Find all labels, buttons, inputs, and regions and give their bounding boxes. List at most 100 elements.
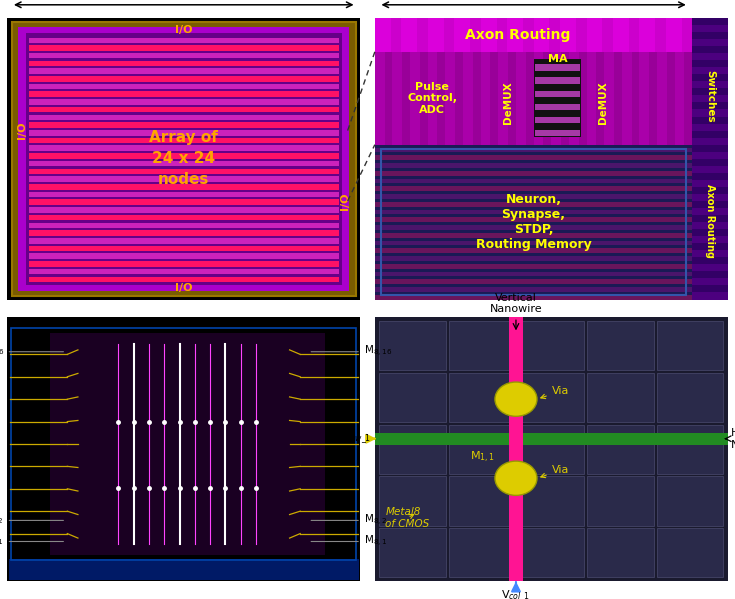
Bar <box>666 18 682 52</box>
Bar <box>11 328 356 560</box>
Text: M$_{1,1}$: M$_{1,1}$ <box>0 534 63 549</box>
Text: M$_{8,2}$: M$_{8,2}$ <box>311 513 387 528</box>
Bar <box>375 52 692 144</box>
Bar <box>587 321 654 370</box>
Bar <box>375 295 692 300</box>
Bar <box>18 27 26 291</box>
Text: M$_{1,1}$: M$_{1,1}$ <box>470 450 495 465</box>
Text: Pulse
Control,
ADC: Pulse Control, ADC <box>407 81 457 115</box>
Bar <box>535 90 580 97</box>
Bar <box>375 179 692 183</box>
Bar <box>692 152 728 159</box>
Bar <box>29 184 339 189</box>
Bar <box>518 373 584 422</box>
Text: M$_{1,2}$: M$_{1,2}$ <box>0 513 63 528</box>
Text: Neuron,
Synapse,
STDP,
Routing Memory: Neuron, Synapse, STDP, Routing Memory <box>476 193 592 251</box>
Bar <box>29 45 339 51</box>
Bar <box>535 104 580 110</box>
Bar <box>12 22 356 296</box>
Bar <box>29 261 339 267</box>
Bar <box>587 18 603 52</box>
Bar <box>375 18 692 52</box>
Bar <box>463 52 473 144</box>
Bar <box>29 76 339 81</box>
Text: Vertical
Nanowire: Vertical Nanowire <box>490 293 542 329</box>
Bar <box>448 476 515 526</box>
Bar <box>509 317 523 581</box>
Bar <box>692 18 728 300</box>
Bar <box>518 321 584 370</box>
Text: MA: MA <box>548 54 567 64</box>
Bar <box>29 138 339 143</box>
Bar <box>18 27 349 291</box>
Bar <box>692 208 728 215</box>
Bar <box>518 425 584 474</box>
Bar <box>692 222 728 229</box>
Bar <box>375 144 692 300</box>
Bar <box>454 18 470 52</box>
Bar <box>381 150 686 295</box>
Bar <box>29 230 339 236</box>
Bar <box>375 18 728 300</box>
Bar <box>622 52 631 144</box>
Bar <box>587 52 596 144</box>
Bar <box>375 186 692 191</box>
Bar <box>445 52 455 144</box>
Bar <box>9 559 359 580</box>
Bar <box>29 130 339 135</box>
Bar <box>29 107 339 113</box>
Bar <box>692 110 728 116</box>
Bar <box>375 241 692 246</box>
Bar <box>379 373 445 422</box>
Bar <box>375 52 384 144</box>
Bar <box>379 321 445 370</box>
Bar <box>375 225 692 230</box>
Bar <box>657 425 723 474</box>
Bar <box>448 373 515 422</box>
Bar <box>375 317 728 581</box>
Bar <box>692 279 728 286</box>
Text: Via: Via <box>541 386 569 398</box>
Bar <box>29 269 339 274</box>
Bar <box>7 317 360 581</box>
Bar <box>516 52 526 144</box>
Bar <box>692 236 728 243</box>
Text: M$_{8,1}$: M$_{8,1}$ <box>311 534 387 549</box>
Text: V$_{col\_1}$: V$_{col\_1}$ <box>501 582 531 599</box>
Bar <box>534 59 581 137</box>
Bar <box>375 264 692 268</box>
Bar <box>29 68 339 74</box>
Bar <box>29 253 339 259</box>
Bar <box>551 52 561 144</box>
Bar <box>518 476 584 526</box>
Bar <box>692 95 728 102</box>
Bar <box>379 476 445 526</box>
Bar <box>375 433 728 444</box>
Bar <box>481 52 490 144</box>
Bar <box>481 18 497 52</box>
Bar <box>692 25 728 32</box>
Text: I/O: I/O <box>340 192 351 210</box>
Bar <box>29 238 339 244</box>
Text: Via: Via <box>541 465 569 477</box>
Bar <box>692 123 728 131</box>
Bar <box>428 18 444 52</box>
Bar <box>448 425 515 474</box>
Bar <box>657 528 723 577</box>
Bar <box>639 52 649 144</box>
Bar <box>29 146 339 151</box>
Text: I/O: I/O <box>175 283 193 292</box>
Bar <box>692 264 728 271</box>
Text: I/O: I/O <box>17 122 27 140</box>
Text: Array of
24 x 24
nodes: Array of 24 x 24 nodes <box>149 130 218 187</box>
Bar <box>29 176 339 182</box>
Text: Horizontal
Nanowire: Horizontal Nanowire <box>725 428 735 449</box>
Text: Axon Routing: Axon Routing <box>465 28 570 42</box>
Bar <box>692 166 728 173</box>
Circle shape <box>495 382 537 416</box>
Bar <box>657 52 667 144</box>
Bar <box>29 92 339 97</box>
Bar <box>375 233 692 238</box>
Bar <box>692 53 728 60</box>
Bar <box>587 373 654 422</box>
